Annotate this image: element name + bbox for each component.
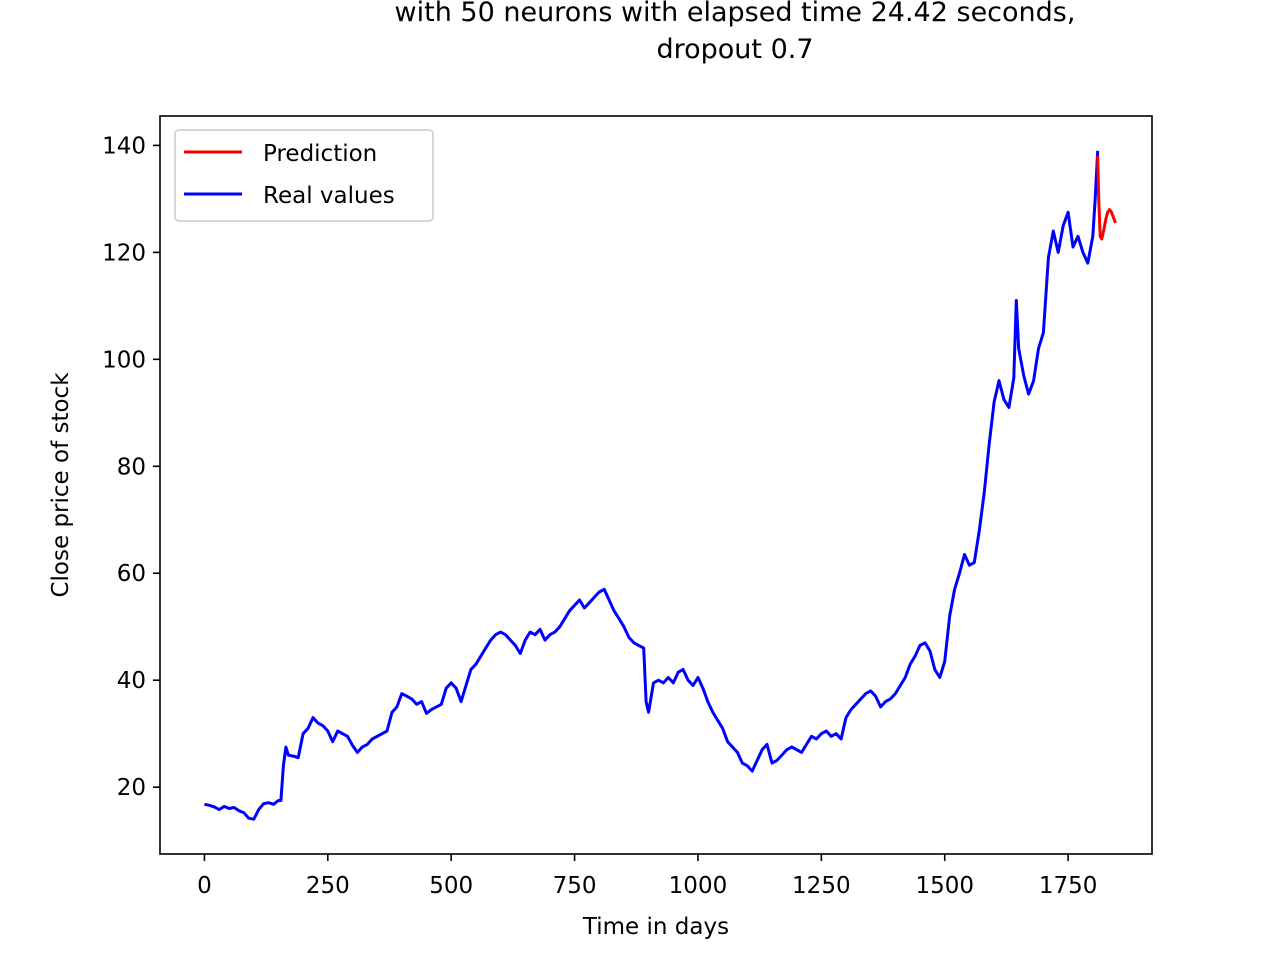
x-tick-label: 750 [553, 873, 597, 899]
x-tick-label: 1750 [1039, 873, 1098, 899]
y-tick-label: 20 [117, 775, 146, 801]
legend: Prediction Real values [174, 129, 434, 222]
y-tick-label: 120 [102, 240, 146, 266]
x-axis-ticks: 0 250 500 750 1000 1250 1500 1750 [197, 854, 1097, 899]
series-line-prediction [1096, 156, 1117, 241]
chart-title-line-1: with 50 neurons with elapsed time 24.42 … [395, 0, 1076, 28]
y-tick-label: 40 [117, 668, 146, 694]
y-axis-label: Close price of stock [48, 372, 74, 598]
y-axis-ticks: 20 40 60 80 100 120 140 [102, 133, 160, 801]
y-tick-label: 60 [117, 561, 146, 587]
x-tick-label: 1250 [792, 873, 851, 899]
x-tick-label: 250 [306, 873, 350, 899]
x-tick-label: 1000 [669, 873, 728, 899]
x-tick-label: 1500 [915, 873, 974, 899]
series-line-real-values [204, 150, 1100, 821]
y-tick-label: 140 [102, 133, 146, 159]
legend-label-real-values: Real values [263, 183, 395, 209]
x-tick-label: 500 [429, 873, 473, 899]
chart-title: with 50 neurons with elapsed time 24.42 … [395, 0, 1076, 65]
series-layer [204, 150, 1117, 821]
chart-title-line-2: dropout 0.7 [656, 34, 813, 65]
x-axis-label: Time in days [582, 914, 729, 940]
plot-frame [159, 115, 1153, 855]
x-tick-label: 0 [197, 873, 212, 899]
legend-label-prediction: Prediction [263, 141, 377, 167]
y-tick-label: 100 [102, 347, 146, 373]
y-tick-label: 80 [117, 454, 146, 480]
